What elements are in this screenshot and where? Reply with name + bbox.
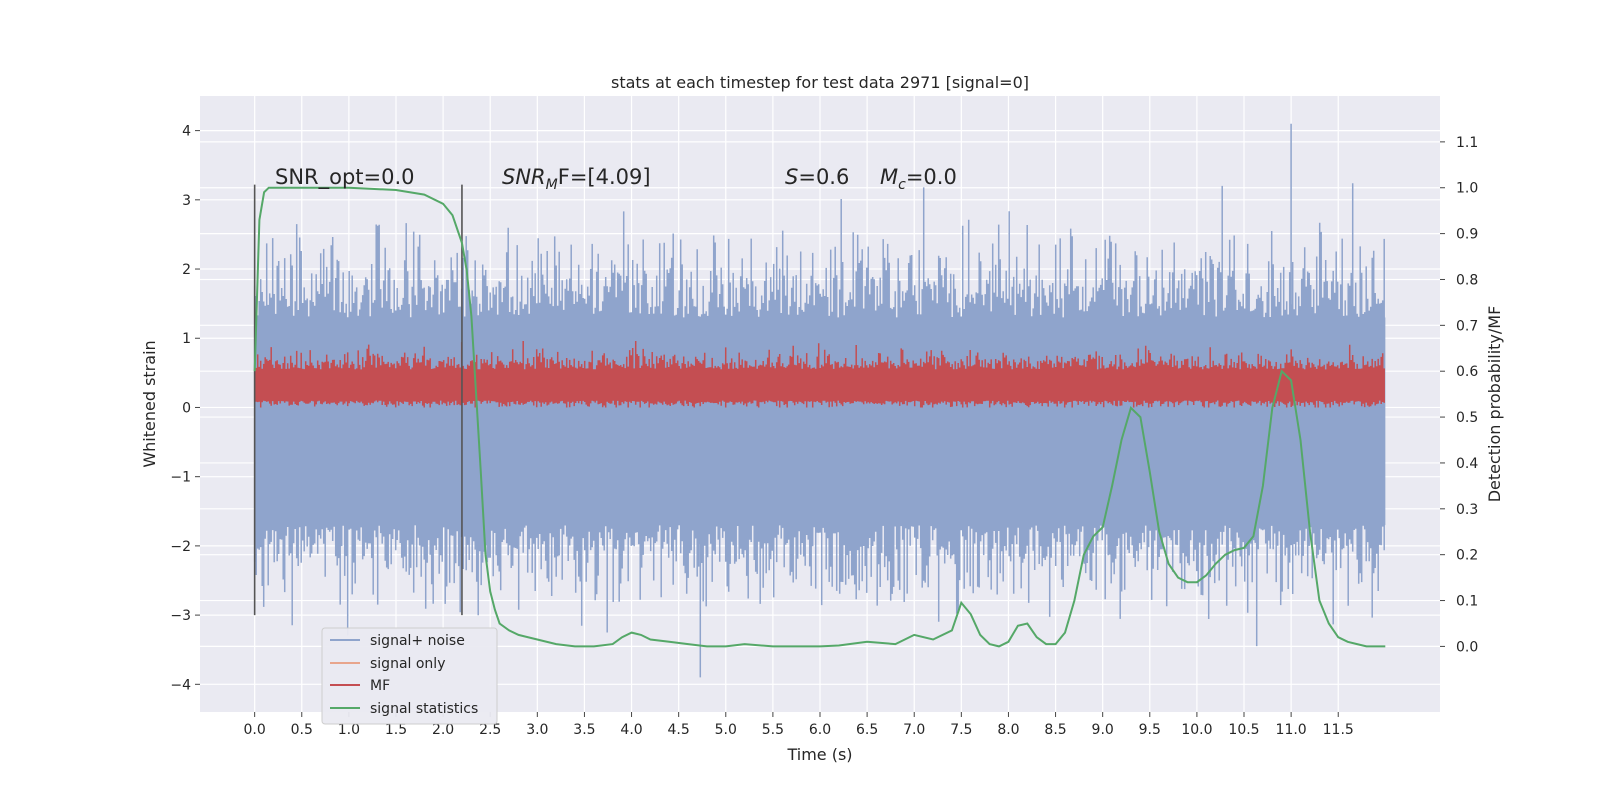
x-tick-label: 8.5 bbox=[1044, 722, 1066, 738]
y2-tick-label: 1.1 bbox=[1456, 135, 1478, 151]
legend-label-signal-statistics: signal statistics bbox=[370, 701, 478, 717]
y-tick-label: 1 bbox=[182, 331, 191, 347]
x-tick-label: 1.0 bbox=[338, 722, 360, 738]
vertical-lines bbox=[253, 184, 463, 616]
legend-label-mf: MF bbox=[370, 678, 390, 694]
x-tick-label: 0.5 bbox=[291, 722, 313, 738]
x-tick-label: 4.0 bbox=[620, 722, 642, 738]
snr-mf-annotation: SNRMF=[4.09] bbox=[502, 165, 651, 193]
x-tick-label: 3.5 bbox=[573, 722, 595, 738]
x-tick-label: 11.5 bbox=[1323, 722, 1354, 738]
x-tick-label: 8.0 bbox=[997, 722, 1019, 738]
y2-tick-label: 0.5 bbox=[1456, 410, 1478, 426]
y2-tick-label: 0.7 bbox=[1456, 318, 1478, 334]
snr-mf-suffix: F=[4.09] bbox=[558, 165, 651, 189]
y2-tick-label: 0.9 bbox=[1456, 227, 1478, 243]
y-ticks: 4 3 2 1 0 −1 −2 −3 −4 bbox=[170, 124, 200, 693]
x-tick-label: 9.0 bbox=[1092, 722, 1114, 738]
noise-series bbox=[253, 123, 1386, 678]
x-tick-label: 1.5 bbox=[385, 722, 407, 738]
y-tick-label: −3 bbox=[170, 608, 191, 624]
y-tick-label: 0 bbox=[182, 400, 191, 416]
legend-box bbox=[321, 627, 498, 725]
y-tick-label: 3 bbox=[182, 193, 191, 209]
signal-statistics-series bbox=[253, 186, 1386, 648]
mc-value: =0.0 bbox=[906, 165, 957, 189]
s-value: =0.6 bbox=[798, 165, 849, 189]
y-tick-label: −2 bbox=[170, 539, 191, 555]
y-tick-label: −1 bbox=[170, 470, 191, 486]
legend-label-noise: signal+ noise bbox=[370, 633, 465, 649]
y-tick-label: −4 bbox=[170, 677, 191, 693]
y2-tick-label: 0.2 bbox=[1456, 548, 1478, 564]
snr-mf-subscript: M bbox=[546, 177, 558, 193]
x-tick-label: 2.5 bbox=[479, 722, 501, 738]
x-tick-label: 3.0 bbox=[526, 722, 548, 738]
y2-tick-label: 1.0 bbox=[1456, 181, 1478, 197]
legend: signal+ noise signal only MF signal stat… bbox=[321, 627, 498, 725]
x-tick-label: 6.0 bbox=[809, 722, 831, 738]
y2-tick-label: 0.6 bbox=[1456, 364, 1478, 380]
x-tick-label: 5.5 bbox=[762, 722, 784, 738]
y2-tick-label: 0.3 bbox=[1456, 502, 1478, 518]
x-axis-label: Time (s) bbox=[786, 745, 852, 764]
legend-label-signal-only: signal only bbox=[370, 656, 445, 672]
snr-opt-annotation: SNR_opt=0.0 bbox=[275, 165, 415, 190]
x-tick-label: 4.5 bbox=[668, 722, 690, 738]
y2-axis-label: Detection probability/MF bbox=[1485, 306, 1504, 503]
mc-annotation: Mc=0.0 bbox=[880, 165, 957, 193]
y2-tick-label: 0.8 bbox=[1456, 272, 1478, 288]
y2-tick-label: 0.4 bbox=[1456, 456, 1478, 472]
x-ticks: 0.0 0.5 1.0 1.5 2.0 2.5 3.0 3.5 4.0 4.5 5.0 5.5 6.0 6… bbox=[244, 712, 1354, 738]
x-tick-label: 11.0 bbox=[1276, 722, 1307, 738]
x-tick-label: 10.5 bbox=[1228, 722, 1259, 738]
y2-tick-label: 0.0 bbox=[1456, 639, 1478, 655]
x-tick-label: 10.0 bbox=[1181, 722, 1212, 738]
x-tick-label: 6.5 bbox=[856, 722, 878, 738]
mc-variable: M bbox=[880, 165, 898, 189]
snr-mf-prefix: SNR bbox=[502, 165, 546, 189]
y-tick-label: 4 bbox=[182, 124, 191, 140]
chart-title: stats at each timestep for test data 297… bbox=[611, 73, 1029, 92]
mc-subscript: c bbox=[898, 177, 906, 193]
y2-tick-label: 0.1 bbox=[1456, 594, 1478, 610]
x-tick-label: 2.0 bbox=[432, 722, 454, 738]
y-tick-label: 2 bbox=[182, 262, 191, 278]
x-tick-label: 7.5 bbox=[950, 722, 972, 738]
x-tick-label: 5.0 bbox=[715, 722, 737, 738]
s-variable: S bbox=[785, 165, 798, 189]
x-tick-label: 7.0 bbox=[903, 722, 925, 738]
x-tick-label: 9.5 bbox=[1139, 722, 1161, 738]
signal-statistics-line bbox=[253, 186, 1386, 648]
x-tick-label: 0.0 bbox=[244, 722, 266, 738]
y2-ticks: 1.1 1.0 0.9 0.8 0.7 0.6 0.5 0.4 0.3 0.2 0.1 0.0 bbox=[1440, 135, 1478, 655]
y-axis-label: Whitened strain bbox=[140, 340, 159, 467]
s-annotation: S=0.6 bbox=[785, 165, 849, 189]
